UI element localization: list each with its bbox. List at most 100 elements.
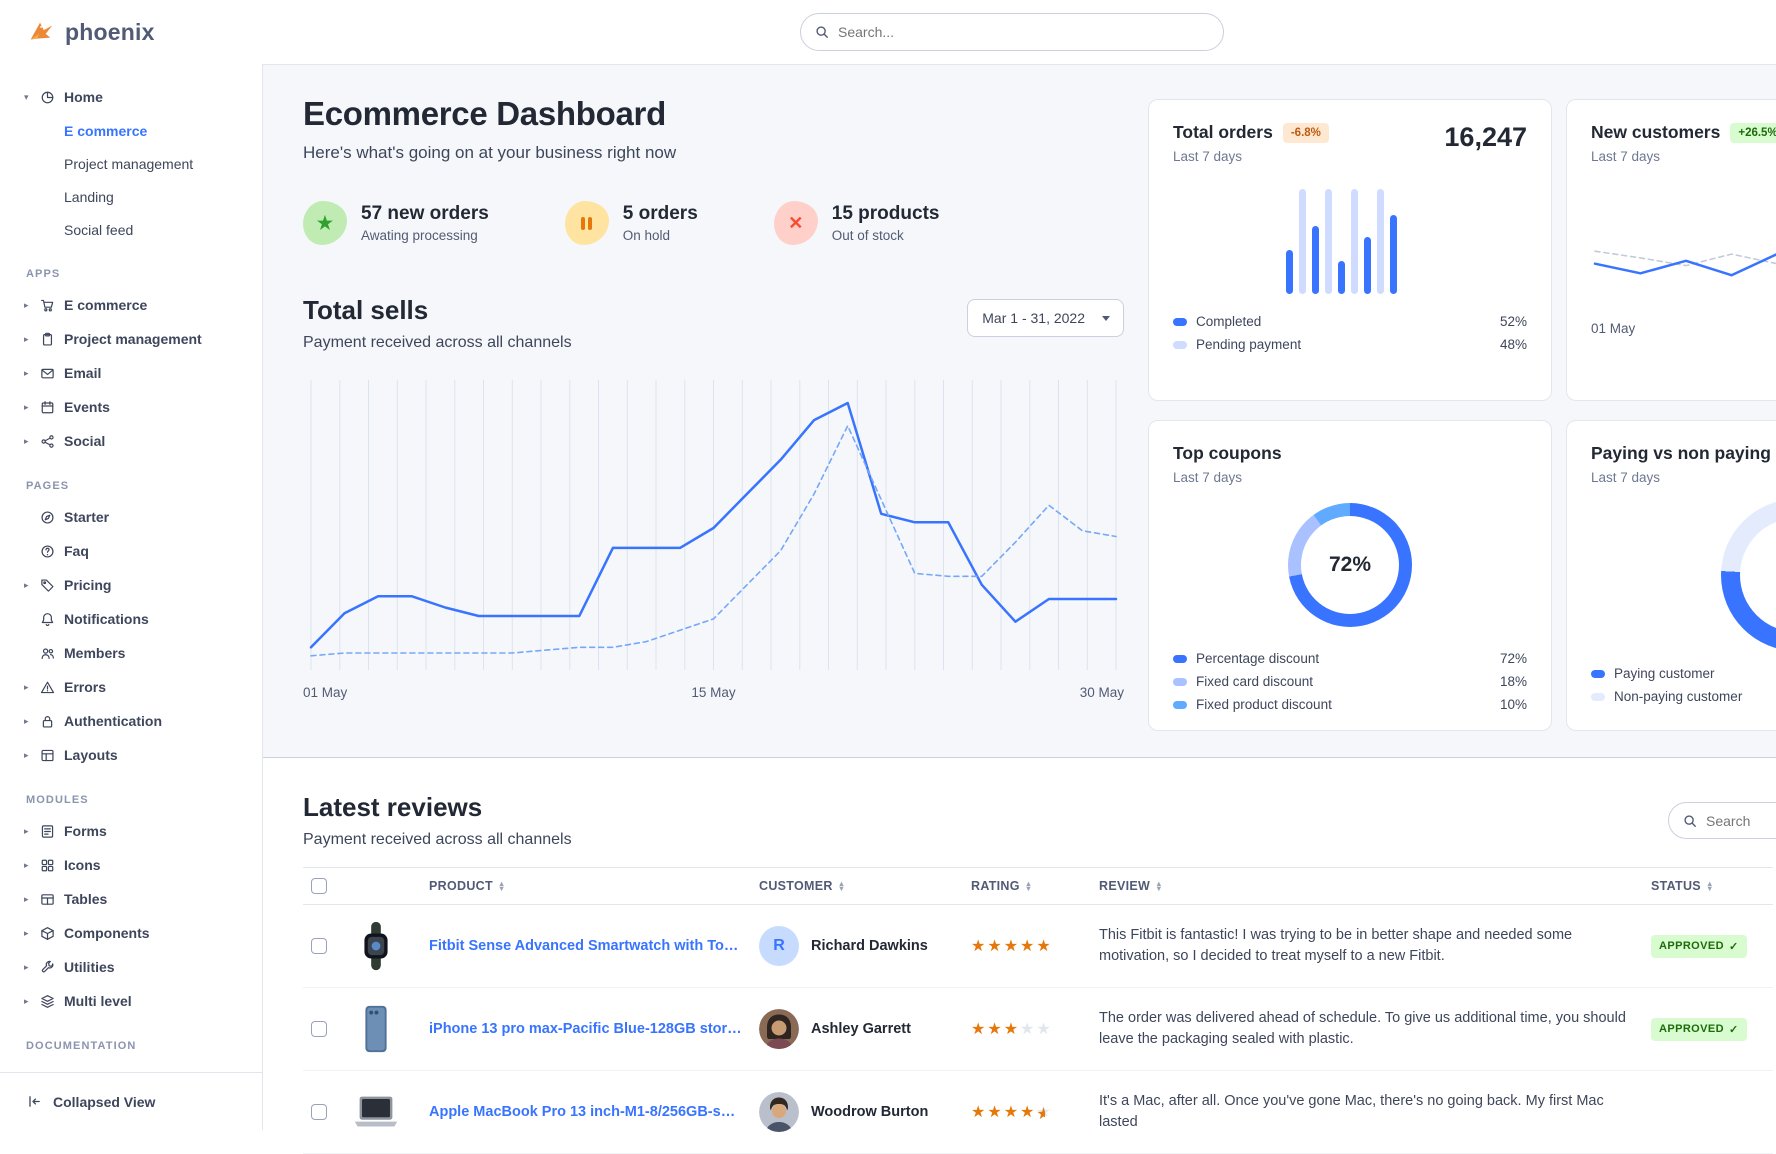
- legend-label: Non-paying customer: [1614, 689, 1742, 704]
- sidebar-item-label: Events: [64, 399, 110, 415]
- legend-row: Paying customer: [1591, 662, 1742, 685]
- sidebar-item-label: Email: [64, 365, 101, 381]
- review-row: Apple MacBook Pro 13 inch-M1-8/256GB-spa…: [303, 1071, 1773, 1154]
- chevron-right-icon: ▸: [24, 928, 40, 939]
- sidebar-item-social[interactable]: ▸Social: [0, 424, 262, 458]
- pause-icon: [565, 201, 609, 245]
- sidebar-item-errors[interactable]: ▸Errors: [0, 670, 262, 704]
- column-header-status[interactable]: STATUS▲▼: [1643, 868, 1773, 905]
- sidebar-item-project-management[interactable]: ▸Project management: [0, 322, 262, 356]
- customer-name: Richard Dawkins: [811, 938, 928, 954]
- x-tick: 01 May: [1591, 321, 1776, 336]
- row-checkbox[interactable]: [311, 938, 327, 954]
- avatar: [759, 1009, 799, 1049]
- column-header-rating[interactable]: RATING▲▼: [963, 868, 1091, 905]
- review-row: iPhone 13 pro max-Pacific Blue-128GB sto…: [303, 988, 1773, 1071]
- sidebar-item-e-commerce[interactable]: ▸E commerce: [0, 288, 262, 322]
- sidebar-item-faq[interactable]: Faq: [0, 534, 262, 568]
- card-period: Last 7 days: [1591, 470, 1776, 485]
- chevron-right-icon: ▸: [24, 716, 40, 727]
- rating-stars: ★★★★★: [971, 938, 1053, 955]
- latest-reviews-section: Latest reviews Payment received across a…: [263, 758, 1776, 1154]
- card-period: Last 7 days: [1173, 470, 1527, 485]
- sidebar-item-authentication[interactable]: ▸ Authentication: [0, 704, 262, 738]
- row-checkbox[interactable]: [311, 1104, 327, 1120]
- reviews-search-input[interactable]: [1706, 813, 1776, 829]
- product-link[interactable]: Fitbit Sense Advanced Smartwatch with To…: [429, 938, 743, 954]
- product-link[interactable]: iPhone 13 pro max-Pacific Blue-128GB sto…: [429, 1021, 743, 1037]
- sidebar-item-icons[interactable]: ▸Icons: [0, 848, 262, 882]
- sidebar-item-events[interactable]: ▸Events: [0, 390, 262, 424]
- chevron-right-icon: ▸: [24, 334, 40, 345]
- sort-icon: ▲▼: [838, 882, 846, 892]
- bar: [1338, 261, 1345, 294]
- chevron-right-icon: ▸: [24, 580, 40, 591]
- reviews-search[interactable]: [1668, 802, 1776, 839]
- column-header-customer[interactable]: CUSTOMER▲▼: [751, 868, 963, 905]
- x-tick: 30 May: [1080, 685, 1124, 700]
- date-range-select[interactable]: Mar 1 - 31, 2022: [967, 299, 1124, 337]
- customer-name: Woodrow Burton: [811, 1104, 928, 1120]
- column-header-product[interactable]: PRODUCT▲▼: [421, 868, 751, 905]
- donut-center-label: 72%: [1329, 553, 1371, 577]
- review-row: Fitbit Sense Advanced Smartwatch with To…: [303, 905, 1773, 988]
- select-all-checkbox[interactable]: [311, 878, 327, 894]
- legend-value: 18%: [1500, 674, 1527, 689]
- search-icon: [815, 25, 829, 39]
- column-header-review[interactable]: REVIEW▲▼: [1091, 868, 1643, 905]
- review-text: This Fitbit is fantastic! I was trying t…: [1099, 925, 1635, 967]
- card-title: Top coupons: [1173, 443, 1282, 464]
- sidebar-item-label: Tables: [64, 891, 107, 907]
- status-badge: APPROVED✓: [1651, 935, 1747, 958]
- sort-icon: ▲▼: [498, 882, 506, 892]
- sidebar-subitem-e-commerce[interactable]: E commerce: [0, 114, 262, 147]
- stat-value: 15 products: [832, 203, 940, 225]
- sidebar-item-home[interactable]: ▾Home: [0, 80, 262, 114]
- legend-value: 72%: [1500, 651, 1527, 666]
- sidebar-subitem-project-management[interactable]: Project management: [0, 147, 262, 180]
- sidebar-item-members[interactable]: Members: [0, 636, 262, 670]
- page-subtitle: Here's what's going on at your business …: [303, 143, 1124, 163]
- sidebar-item-label: Authentication: [64, 713, 162, 729]
- sidebar-item-pricing[interactable]: ▸Pricing: [0, 568, 262, 602]
- sidebar-subitem-social-feed[interactable]: Social feed: [0, 213, 262, 246]
- sidebar-item-utilities[interactable]: ▸Utilities: [0, 950, 262, 984]
- brand-logo[interactable]: phoenix: [0, 17, 155, 47]
- sidebar-item-starter[interactable]: Starter: [0, 500, 262, 534]
- main-content: Ecommerce Dashboard Here's what's going …: [263, 64, 1776, 1154]
- rating-stars: ★★★★★: [971, 1021, 1053, 1038]
- product-link[interactable]: Apple MacBook Pro 13 inch-M1-8/256GB-spa…: [429, 1104, 743, 1120]
- chevron-right-icon: ▸: [24, 826, 40, 837]
- sidebar-subitem-landing[interactable]: Landing: [0, 180, 262, 213]
- chevron-right-icon: ▸: [24, 300, 40, 311]
- sidebar-item-multi-level[interactable]: ▸Multi level: [0, 984, 262, 1018]
- sidebar-item-notifications[interactable]: Notifications: [0, 602, 262, 636]
- global-search[interactable]: [800, 13, 1224, 51]
- reviews-table-body: Fitbit Sense Advanced Smartwatch with To…: [303, 905, 1773, 1154]
- stat-caption: On hold: [623, 228, 698, 243]
- sidebar-item-layouts[interactable]: ▸Layouts: [0, 738, 262, 772]
- sidebar-item-forms[interactable]: ▸Forms: [0, 814, 262, 848]
- collapse-icon: [27, 1094, 42, 1109]
- sidebar-section-title: MODULES: [0, 772, 262, 814]
- sidebar-item-email[interactable]: ▸Email: [0, 356, 262, 390]
- page-title: Ecommerce Dashboard: [303, 95, 1124, 133]
- legend-swatch: [1173, 701, 1187, 709]
- calendar-icon: [40, 400, 55, 415]
- legend-swatch: [1173, 318, 1187, 326]
- sidebar-item-components[interactable]: ▸Components: [0, 916, 262, 950]
- new-customers-chart-svg: [1591, 198, 1776, 310]
- global-search-input[interactable]: [838, 24, 1209, 40]
- row-checkbox[interactable]: [311, 1021, 327, 1037]
- sidebar-item-tables[interactable]: ▸Tables: [0, 882, 262, 916]
- box-icon: [40, 926, 55, 941]
- total-sells-chart-svg: [303, 376, 1124, 676]
- collapse-view-button[interactable]: Collapsed View: [0, 1072, 262, 1130]
- bar: [1377, 189, 1384, 294]
